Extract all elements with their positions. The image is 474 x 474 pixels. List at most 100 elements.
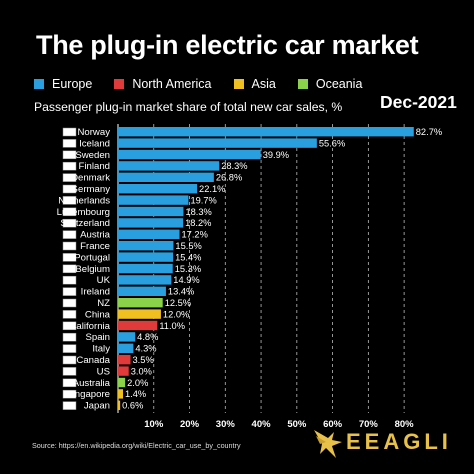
value-label: 1.4%: [125, 389, 146, 399]
flag-icon: [62, 230, 77, 239]
legend-label-north-america: North America: [132, 77, 212, 91]
category-label: Iceland: [79, 138, 110, 149]
x-tick-label: 80%: [395, 419, 415, 430]
value-label: 0.6%: [122, 401, 143, 411]
legend-swatch-oceania: [297, 79, 308, 89]
category-label: Spain: [85, 332, 110, 343]
flag-icon: [62, 207, 77, 217]
value-label: 82.7%: [416, 127, 442, 137]
bar: [118, 252, 174, 262]
value-label: 2.0%: [127, 378, 148, 388]
flag-icon: [62, 196, 77, 205]
category-label: California: [69, 321, 110, 332]
flag-icon: [62, 332, 77, 342]
flag-icon: [62, 401, 77, 410]
x-tick-label: 50%: [287, 419, 307, 430]
bar: [118, 355, 131, 365]
legend-label-oceania: Oceania: [315, 77, 363, 91]
brand-logo: EEAGLI: [312, 424, 462, 464]
value-label: 13.4%: [168, 287, 194, 297]
flag-icon: [62, 310, 77, 319]
value-label: 12.0%: [163, 309, 189, 319]
flag-icon: [62, 253, 77, 262]
legend: Europe North America Asia Oceania: [34, 77, 384, 91]
bar: [118, 286, 166, 296]
value-label: 18.3%: [185, 207, 211, 217]
flag-icon: [62, 298, 77, 308]
value-label: 55.6%: [319, 138, 345, 148]
legend-label-europe: Europe: [52, 77, 93, 91]
x-tick-label: 70%: [359, 419, 379, 430]
bar: [118, 332, 136, 342]
flag-icon: [62, 344, 77, 353]
value-label: 4.8%: [137, 332, 158, 342]
value-label: 3.5%: [133, 355, 154, 365]
x-tick-label: 30%: [216, 419, 236, 430]
flag-icon: [62, 378, 77, 388]
value-label: 22.1%: [199, 184, 225, 194]
category-label: Belgium: [75, 264, 110, 275]
flag-icon: [62, 355, 77, 365]
bar: [118, 366, 129, 376]
value-label: 4.3%: [135, 344, 156, 354]
date-label: Dec-2021: [380, 92, 457, 112]
flag-icon: [62, 264, 77, 274]
category-label: Norway: [77, 127, 110, 138]
category-label: UK: [97, 275, 111, 286]
value-label: 15.3%: [175, 264, 201, 274]
category-label: Denmark: [71, 173, 110, 184]
value-label: 39.9%: [263, 150, 289, 160]
legend-item-oceania: Oceania: [297, 77, 363, 91]
eagle-icon: [314, 430, 342, 458]
flag-icon: [62, 367, 77, 376]
brand-name: EEAGLI: [346, 429, 452, 454]
x-tick-label: 40%: [252, 419, 272, 430]
bar: [118, 149, 261, 160]
legend-item-europe: Europe: [34, 77, 92, 91]
category-label: Australia: [73, 378, 111, 389]
value-label: 18.2%: [185, 218, 211, 228]
x-tick-label: 20%: [180, 419, 200, 430]
bar: [118, 138, 317, 148]
flag-icon: [62, 275, 77, 285]
legend-item-north-america: North America: [114, 77, 212, 91]
flag-icon: [62, 218, 77, 228]
bar: [118, 343, 134, 353]
category-label: Austria: [80, 230, 111, 241]
category-label: Canada: [76, 355, 110, 366]
bar: [118, 161, 220, 171]
bar: [118, 298, 163, 308]
category-label: NZ: [97, 298, 110, 309]
bar: [118, 195, 189, 205]
bar: [118, 218, 184, 228]
bar: [118, 263, 173, 274]
bar: [118, 127, 414, 137]
flag-icon: [62, 184, 77, 194]
value-label: 19.7%: [190, 195, 216, 205]
category-label: Germany: [71, 184, 111, 195]
value-label: 12.5%: [165, 298, 191, 308]
x-tick-label: 60%: [323, 419, 343, 430]
legend-swatch-asia: [233, 79, 244, 89]
bar: [118, 320, 158, 331]
bar: [118, 389, 124, 399]
category-label: Sweden: [75, 150, 110, 161]
category-label: Netherlands: [58, 195, 110, 206]
flag-icon: [62, 321, 77, 331]
category-label: Japan: [84, 401, 110, 412]
category-label: France: [80, 241, 110, 252]
bar: [118, 206, 184, 217]
value-label: 15.4%: [175, 252, 201, 262]
bar: [118, 377, 126, 388]
chart-subtitle: Passenger plug-in market share of total …: [34, 100, 343, 114]
bar: [118, 184, 198, 194]
value-label: 15.5%: [175, 241, 201, 251]
bar: [118, 400, 121, 410]
category-label: US: [97, 366, 110, 377]
value-label: 17.2%: [182, 230, 208, 240]
value-label: 3.0%: [131, 366, 152, 376]
category-label: Singapore: [66, 389, 110, 400]
x-tick-label: 10%: [144, 419, 164, 430]
